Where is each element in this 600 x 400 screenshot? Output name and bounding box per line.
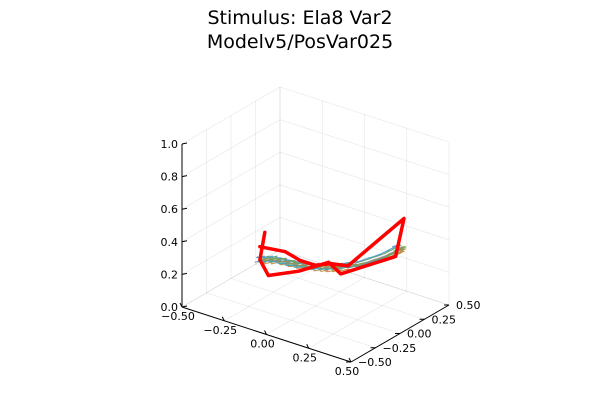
grid-line: [279, 86, 450, 143]
z-tick-mark: [181, 272, 188, 275]
x-tick-label: −0.25: [203, 324, 237, 337]
grid-layer: [181, 86, 450, 363]
y-tick-label: −0.50: [358, 356, 392, 369]
z-tick-label: 0.8: [161, 171, 179, 184]
grid-line: [279, 151, 450, 208]
grid-line: [206, 292, 376, 349]
tick-labels: −0.50−0.250.000.250.50−0.50−0.250.000.25…: [161, 138, 481, 378]
z-tick-label: 0.6: [161, 203, 179, 216]
grid-line: [181, 119, 281, 177]
z-tick-mark: [181, 207, 188, 210]
z-tick-label: 0.0: [161, 301, 179, 314]
chart-subtitle: Modelv5/PosVar025: [207, 31, 393, 53]
x-tick-label: 0.50: [335, 365, 360, 378]
z-tick-mark: [181, 240, 188, 243]
x-tick-mark: [179, 302, 183, 308]
y-tick-label: 0.25: [432, 313, 457, 326]
x-tick-label: 0.00: [250, 338, 275, 351]
z-tick-mark: [181, 175, 188, 178]
grid-line: [181, 217, 281, 275]
grid-line: [279, 249, 450, 306]
x-tick-mark: [221, 316, 225, 321]
grid-line: [279, 217, 450, 273]
x-tick-mark: [264, 330, 267, 335]
axis-layer: [179, 142, 450, 363]
stimulus-trace: [258, 216, 406, 278]
x-tick-mark: [306, 344, 310, 349]
grid-line: [308, 290, 407, 349]
x-tick-label: 0.25: [293, 351, 318, 364]
x-tick-label: −0.50: [161, 310, 195, 323]
grid-line: [279, 249, 450, 306]
z-tick-label: 0.4: [161, 236, 179, 249]
grid-line: [230, 278, 401, 334]
y-tick-label: 0.00: [407, 328, 432, 341]
grid-line: [181, 151, 281, 210]
z-tick-mark: [181, 142, 188, 145]
model-trace: [257, 247, 403, 270]
y-tick-label: −0.25: [383, 342, 417, 355]
grid-line: [266, 277, 365, 335]
x-tick-mark: [348, 357, 352, 363]
grid-line: [181, 184, 281, 243]
y-tick-label: 0.50: [456, 299, 481, 312]
z-tick-label: 1.0: [161, 138, 179, 151]
grid-line: [181, 86, 281, 145]
grid-line: [224, 263, 323, 322]
z-tick-label: 0.2: [161, 268, 179, 281]
grid-line: [279, 184, 450, 241]
grid-line: [279, 119, 450, 175]
chart-title: Stimulus: Ela8 Var2: [207, 7, 392, 29]
stimulus-line: [258, 216, 406, 278]
z-tick-mark: [181, 305, 188, 308]
